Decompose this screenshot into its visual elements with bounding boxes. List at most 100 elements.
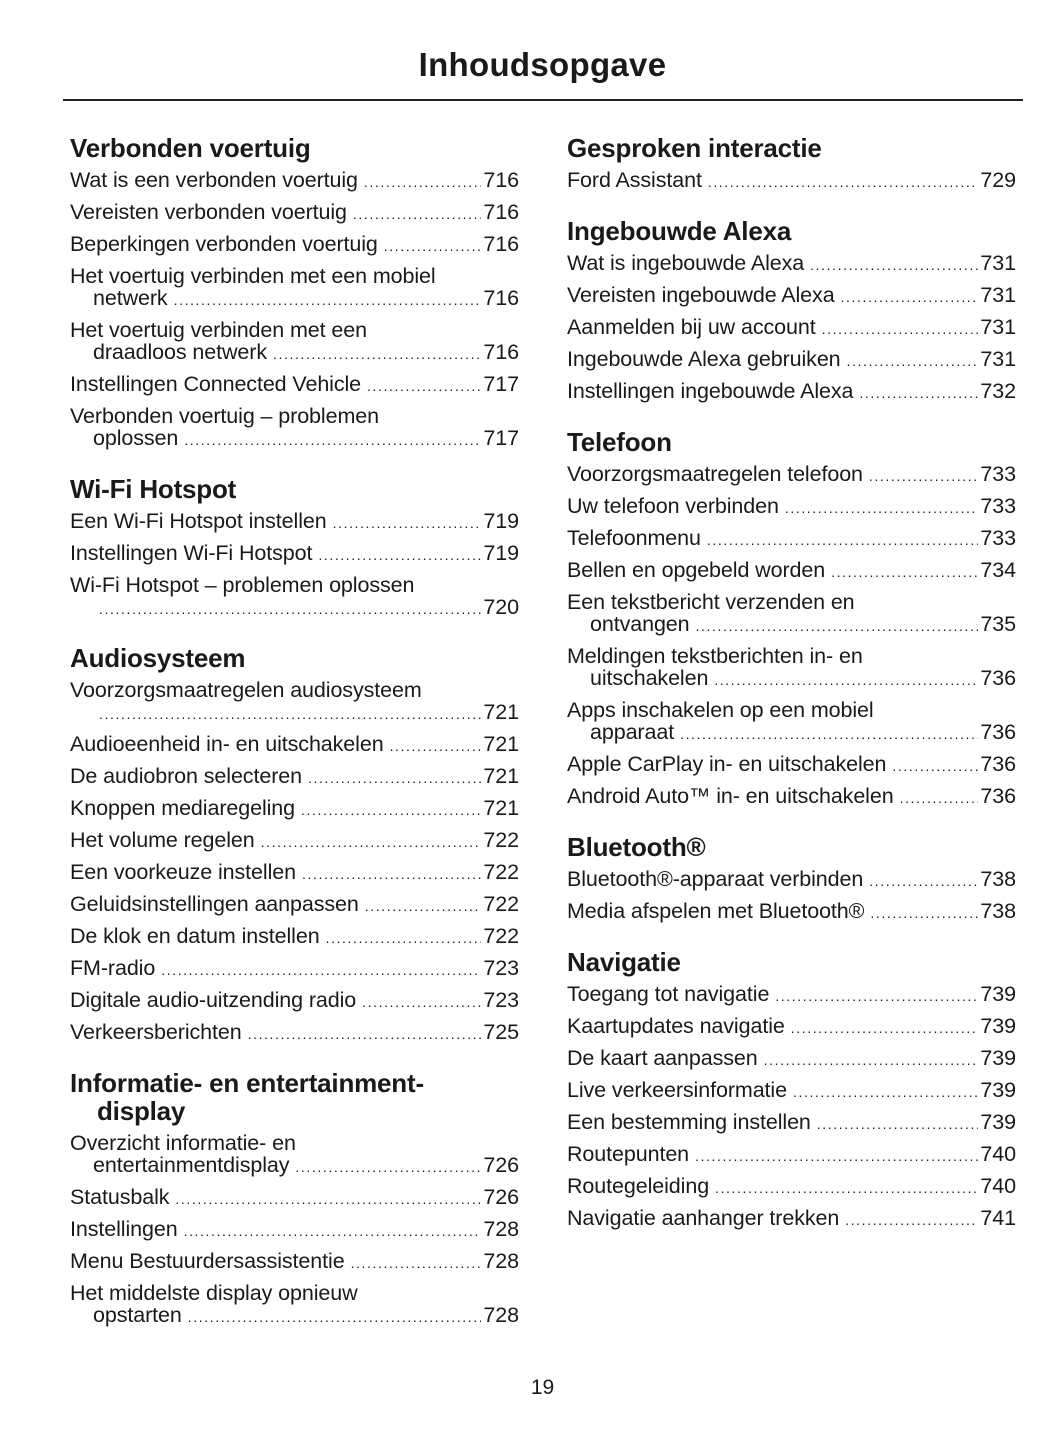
entry-page-number: 717 (483, 426, 519, 450)
toc-entry[interactable]: Menu Bestuurdersassistentie 728 (70, 1250, 519, 1274)
section-heading: Gesproken interactie (567, 134, 1016, 162)
entry-page-number: 739 (980, 1110, 1016, 1134)
toc-entry[interactable]: Digitale audio-uitzending radio 723 (70, 989, 519, 1013)
toc-entry[interactable]: Audioeenheid in- en uitschakelen 721 (70, 733, 519, 757)
toc-entry[interactable]: Instellingen Wi-Fi Hotspot 719 (70, 542, 519, 566)
entry-page-number: 733 (980, 494, 1016, 518)
toc-entry[interactable]: Instellingen Connected Vehicle 717 (70, 373, 519, 397)
dot-leader (188, 1306, 482, 1328)
dot-leader (869, 465, 979, 487)
section-heading: Navigatie (567, 948, 1016, 976)
entry-title: Wat is een verbonden voertuig (70, 168, 358, 192)
toc-entry[interactable]: Aanmelden bij uw account 731 (567, 316, 1016, 340)
toc-entry[interactable]: Verkeersberichten 725 (70, 1021, 519, 1045)
toc-entry[interactable]: Ingebouwde Alexa gebruiken 731 (567, 348, 1016, 372)
toc-entry[interactable]: De kaart aanpassen 739 (567, 1047, 1016, 1071)
toc-entry[interactable]: Android Auto™ in- en uitschakelen 736 (567, 785, 1016, 809)
entry-title: Ford Assistant (567, 168, 702, 192)
entry-title: Toegang tot navigatie (567, 982, 770, 1006)
entry-page-number: 722 (483, 860, 519, 884)
entry-title-continuation: draadloos netwerk (93, 340, 267, 364)
entry-page-number: 736 (980, 666, 1016, 690)
toc-entry[interactable]: Het voertuig verbinden met een mobiel net… (70, 265, 519, 311)
toc-entry[interactable]: Knoppen mediaregeling 721 (70, 797, 519, 821)
dot-leader (785, 497, 979, 519)
dot-leader (845, 1209, 978, 1231)
dot-leader (99, 598, 481, 620)
entry-title: De audiobron selecteren (70, 764, 302, 788)
entry-page-number: 719 (483, 541, 519, 565)
entry-title: Beperkingen verbonden voertuig (70, 232, 378, 256)
toc-entry[interactable]: Bluetooth®-apparaat verbinden 738 (567, 868, 1016, 892)
entry-page-number: 723 (483, 956, 519, 980)
toc-entry[interactable]: Voorzorgsmaatregelen telefoon 733 (567, 463, 1016, 487)
toc-entry[interactable]: Vereisten verbonden voertuig 716 (70, 201, 519, 225)
toc-entry[interactable]: Een Wi-Fi Hotspot instellen 719 (70, 510, 519, 534)
entry-title: Instellingen (70, 1217, 178, 1241)
toc-entry[interactable]: Bellen en opgebeld worden 734 (567, 559, 1016, 583)
dot-leader (184, 429, 481, 451)
toc-entry[interactable]: Wat is ingebouwde Alexa 731 (567, 252, 1016, 276)
entry-title: De klok en datum instellen (70, 924, 320, 948)
dot-leader (900, 787, 979, 809)
toc-entry[interactable]: De klok en datum instellen 722 (70, 925, 519, 949)
entry-title: Instellingen ingebouwde Alexa (567, 379, 854, 403)
toc-entry[interactable]: FM-radio 723 (70, 957, 519, 981)
toc-entry[interactable]: Wat is een verbonden voertuig 716 (70, 169, 519, 193)
toc-entry[interactable]: Routepunten 740 (567, 1143, 1016, 1167)
dot-leader (791, 1017, 979, 1039)
toc-entry[interactable]: Geluidsinstellingen aanpassen 722 (70, 893, 519, 917)
dot-leader (695, 1145, 978, 1167)
entry-page-number: 722 (483, 924, 519, 948)
toc-entry[interactable]: Het volume regelen 722 (70, 829, 519, 853)
toc-entry[interactable]: Beperkingen verbonden voertuig 716 (70, 233, 519, 257)
entry-page-number: 716 (483, 340, 519, 364)
entry-page-number: 721 (483, 700, 519, 724)
toc-entry[interactable]: Overzicht informatie- en entertainmentdis… (70, 1132, 519, 1178)
entry-title: Apps inschakelen op een mobiel (567, 698, 874, 722)
toc-entry[interactable]: Routegeleiding 740 (567, 1175, 1016, 1199)
toc-entry[interactable]: Apple CarPlay in- en uitschakelen 736 (567, 753, 1016, 777)
toc-entry[interactable]: Media afspelen met Bluetooth® 738 (567, 900, 1016, 924)
toc-entry[interactable]: Voorzorgsmaatregelen audiosysteem 721 (70, 679, 519, 725)
toc-entry[interactable]: Een voorkeuze instellen 722 (70, 861, 519, 885)
toc-entry[interactable]: Uw telefoon verbinden 733 (567, 495, 1016, 519)
toc-entry[interactable]: Instellingen 728 (70, 1218, 519, 1242)
entry-title: Instellingen Connected Vehicle (70, 372, 362, 396)
toc-entry[interactable]: Het voertuig verbinden met een draadloos … (70, 319, 519, 365)
toc-entry[interactable]: Instellingen ingebouwde Alexa 732 (567, 380, 1016, 404)
entry-page-number: 731 (980, 251, 1016, 275)
entry-title: Uw telefoon verbinden (567, 494, 779, 518)
entry-title: FM-radio (70, 956, 156, 980)
entry-page-number: 738 (980, 899, 1016, 923)
section-heading-text: Gesproken interactie (567, 133, 822, 163)
toc-entry[interactable]: Navigatie aanhanger trekken 741 (567, 1207, 1016, 1231)
toc-entry[interactable]: Live verkeersinformatie 739 (567, 1079, 1016, 1103)
dot-leader (384, 235, 482, 257)
section-heading: Telefoon (567, 428, 1016, 456)
toc-entry[interactable]: Toegang tot navigatie 739 (567, 983, 1016, 1007)
toc-entry[interactable]: Een bestemming instellen 739 (567, 1111, 1016, 1135)
dot-leader (184, 1220, 482, 1242)
toc-entry[interactable]: Wi-Fi Hotspot – problemen oplossen 720 (70, 574, 519, 620)
section-heading-text: Audiosysteem (70, 643, 246, 673)
toc-entry[interactable]: Telefoonmenu 733 (567, 527, 1016, 551)
entry-page-number: 733 (980, 526, 1016, 550)
toc-entry[interactable]: Statusbalk 726 (70, 1186, 519, 1210)
entry-page-number: 716 (483, 286, 519, 310)
toc-entry[interactable]: De audiobron selecteren 721 (70, 765, 519, 789)
entry-title: Instellingen Wi-Fi Hotspot (70, 541, 313, 565)
toc-entry[interactable]: Kaartupdates navigatie 739 (567, 1015, 1016, 1039)
entry-title: Menu Bestuurdersassistentie (70, 1249, 345, 1273)
dot-leader (847, 350, 979, 372)
toc-entry[interactable]: Vereisten ingebouwde Alexa 731 (567, 284, 1016, 308)
entry-title: Het middelste display opnieuw (70, 1281, 358, 1305)
dot-leader (362, 991, 481, 1013)
entry-title: Ingebouwde Alexa gebruiken (567, 347, 841, 371)
toc-entry[interactable]: Ford Assistant 729 (567, 169, 1016, 193)
toc-entry[interactable]: Meldingen tekstberichten in- en uitschake… (567, 645, 1016, 691)
